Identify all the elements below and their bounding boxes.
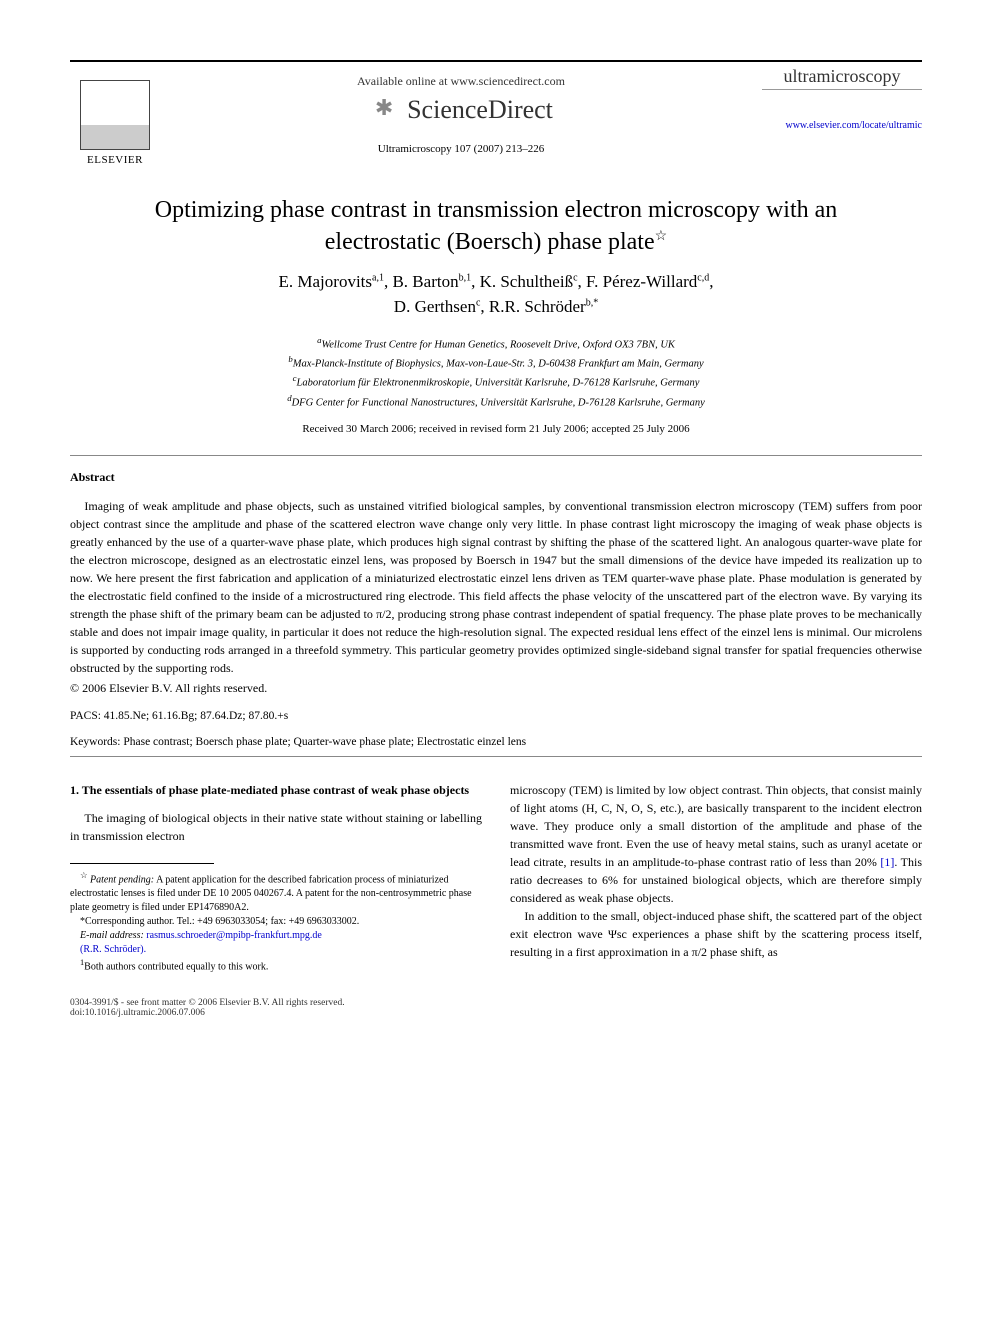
journal-name: ultramicroscopy: [762, 66, 922, 90]
keywords-values: Phase contrast; Boersch phase plate; Qua…: [123, 736, 526, 748]
section-1-para: The imaging of biological objects in the…: [70, 809, 482, 845]
elsevier-logo: ELSEVIER: [70, 66, 160, 166]
author-list: E. Majorovitsa,1, B. Bartonb,1, K. Schul…: [130, 269, 862, 320]
keywords-bottom-rule: [70, 756, 922, 757]
affiliation-c: cLaboratorium für Elektronenmikroskopie,…: [70, 372, 922, 391]
abstract-body: Imaging of weak amplitude and phase obje…: [70, 497, 922, 677]
affiliations: aWellcome Trust Centre for Human Genetic…: [70, 334, 922, 411]
affiliation-c-text: Laboratorium für Elektronenmikroskopie, …: [297, 378, 700, 389]
footnote-rule: [70, 863, 214, 864]
footnote-patent: ☆ Patent pending: A patent application f…: [70, 870, 482, 915]
corr-text: Corresponding author. Tel.: +49 69630330…: [85, 916, 359, 927]
article-title: Optimizing phase contrast in transmissio…: [110, 194, 882, 259]
keywords-label: Keywords:: [70, 736, 120, 748]
patent-heading: Patent pending:: [90, 874, 154, 885]
footnote-email-name: (R.R. Schröder).: [70, 943, 482, 957]
footnote-corresponding: *Corresponding author. Tel.: +49 6963033…: [70, 915, 482, 929]
affiliation-d: dDFG Center for Functional Nanostructure…: [70, 392, 922, 411]
footer-line1: 0304-3991/$ - see front matter © 2006 El…: [70, 998, 922, 1008]
affiliation-b-text: Max-Planck-Institute of Biophysics, Max-…: [293, 359, 704, 370]
para1-cont-text: microscopy (TEM) is limited by low objec…: [510, 783, 922, 869]
top-rule: [70, 60, 922, 62]
journal-citation: Ultramicroscopy 107 (2007) 213–226: [160, 143, 762, 155]
right-column: microscopy (TEM) is limited by low objec…: [510, 781, 922, 975]
article-dates: Received 30 March 2006; received in revi…: [70, 423, 922, 435]
header-row: ELSEVIER Available online at www.science…: [70, 66, 922, 166]
keywords-line: Keywords: Phase contrast; Boersch phase …: [70, 736, 922, 748]
abstract-top-rule: [70, 455, 922, 456]
pacs-values: 41.85.Ne; 61.16.Bg; 87.64.Dz; 87.80.+s: [104, 710, 288, 722]
sciencedirect-brand: ✱ ScienceDirect: [369, 95, 553, 125]
section-1-heading: 1. The essentials of phase plate-mediate…: [70, 781, 482, 799]
sciencedirect-text: ScienceDirect: [407, 95, 553, 125]
footer-line2: doi:10.1016/j.ultramic.2006.07.006: [70, 1008, 922, 1018]
email-name: (R.R. Schröder).: [80, 944, 146, 955]
pacs-label: PACS:: [70, 710, 101, 722]
email-link[interactable]: rasmus.schroeder@mpibp-frankfurt.mpg.de: [146, 930, 322, 941]
available-online-text: Available online at www.sciencedirect.co…: [160, 74, 762, 89]
email-label: E-mail address:: [80, 930, 144, 941]
abstract-copyright: © 2006 Elsevier B.V. All rights reserved…: [70, 681, 922, 696]
left-column: 1. The essentials of phase plate-mediate…: [70, 781, 482, 975]
journal-url-link[interactable]: www.elsevier.com/locate/ultramic: [785, 120, 922, 131]
footnotes: ☆ Patent pending: A patent application f…: [70, 870, 482, 975]
page-footer: 0304-3991/$ - see front matter © 2006 El…: [70, 998, 922, 1018]
affiliation-b: bMax-Planck-Institute of Biophysics, Max…: [70, 353, 922, 372]
affiliation-a-text: Wellcome Trust Centre for Human Genetics…: [321, 339, 674, 350]
pacs-line: PACS: 41.85.Ne; 61.16.Bg; 87.64.Dz; 87.8…: [70, 710, 922, 722]
equal-text: Both authors contributed equally to this…: [84, 961, 268, 972]
section-1-para-cont: microscopy (TEM) is limited by low objec…: [510, 781, 922, 907]
elsevier-tree-icon: [80, 80, 150, 150]
journal-box: ultramicroscopy www.elsevier.com/locate/…: [762, 66, 922, 131]
sciencedirect-icon: ✱: [369, 95, 399, 125]
elsevier-label: ELSEVIER: [87, 154, 143, 166]
ref-1-link[interactable]: [1]: [880, 855, 894, 869]
affiliation-a: aWellcome Trust Centre for Human Genetic…: [70, 334, 922, 353]
two-column-body: 1. The essentials of phase plate-mediate…: [70, 781, 922, 975]
footnote-equal: 1Both authors contributed equally to thi…: [70, 957, 482, 974]
title-star: ☆: [655, 229, 668, 244]
center-header: Available online at www.sciencedirect.co…: [160, 66, 762, 155]
patent-star: ☆: [80, 871, 87, 880]
title-text: Optimizing phase contrast in transmissio…: [155, 197, 838, 255]
journal-url[interactable]: www.elsevier.com/locate/ultramic: [762, 120, 922, 131]
abstract-heading: Abstract: [70, 470, 922, 485]
affiliation-d-text: DFG Center for Functional Nanostructures…: [292, 397, 705, 408]
footnote-email: E-mail address: rasmus.schroeder@mpibp-f…: [70, 929, 482, 943]
section-1-para2: In addition to the small, object-induced…: [510, 907, 922, 961]
